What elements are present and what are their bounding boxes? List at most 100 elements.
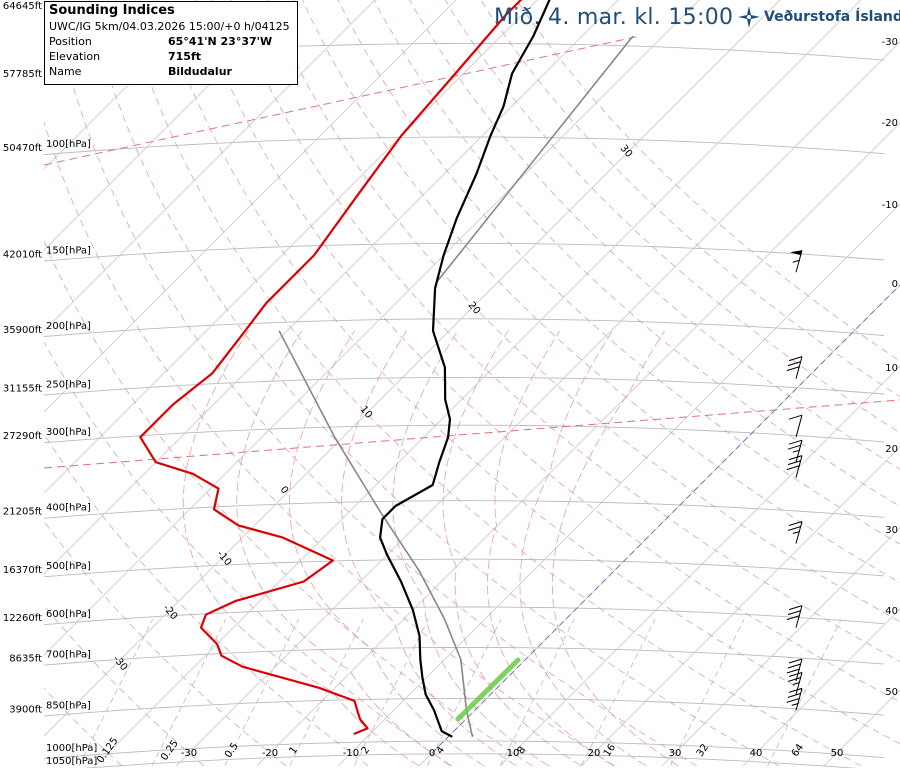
info-subtitle: UWC/IG 5km/04.03.2026 15:00/+0 h/04125 [49,20,290,33]
temperature-tick-bottom: 10 [507,748,520,759]
temperature-tick-bottom: -30 [181,748,197,759]
isotherm-line [44,0,538,494]
wind-barb-half-feather [792,681,800,685]
dry-adiabat-line [159,0,900,745]
isobar-line [44,242,885,262]
isobar-line [44,697,885,717]
isotherm-line [175,41,900,767]
mixing-ratio-line [499,618,575,766]
mixing-ratio-label: 64 [790,742,806,759]
dry-adiabat-line [480,0,900,398]
temperature-tick-right: 10 [885,363,898,374]
wind-barb-feather [788,658,803,664]
isotherm-line [742,608,900,767]
temperature-profile [379,0,551,738]
dry-adiabat-line [266,0,900,623]
dry-adiabat-line [44,120,615,767]
pressure-label: 250[hPa] [46,379,91,390]
temperature-tick-bottom: 0 [429,748,435,759]
isotherm-line [499,365,900,767]
isotherm-line [661,527,900,767]
isotherm-line [44,0,376,332]
forecast-time-headline: Mið. 4. mar. kl. 15:00 [494,5,734,30]
wind-barb [786,356,803,379]
info-label: Name [49,65,82,78]
dry-adiabat-label: 0 [278,484,291,496]
dry-adiabat-label: 20 [466,300,483,317]
dry-adiabat-line [44,433,369,767]
pressure-label: 100[hPa] [46,139,91,150]
dry-adiabat-label: -20 [160,603,179,623]
mixing-ratio-label: 1 [288,745,301,757]
parcel-curve [278,330,474,737]
isotherm-line [823,689,900,767]
dry-adiabat-line [302,0,900,584]
wind-barb [788,414,803,438]
temperature-tick-right: -20 [882,118,898,129]
wind-barb [786,687,803,711]
wind-barb-staff [795,672,803,695]
temperature-tick-right: 30 [885,525,898,536]
wind-barb-feather [788,414,803,420]
mixing-ratio-line [580,618,656,766]
mixing-ratio-label: 16 [602,742,618,759]
parcel-curve-upper [435,35,634,284]
pressure-label: 300[hPa] [46,427,91,438]
temperature-tick-right: 40 [885,606,898,617]
temperature-tick-bottom: 30 [669,748,682,759]
pressure-label: 600[hPa] [46,609,91,620]
isotherm-line [44,0,457,413]
moist-adiabat-line [487,330,614,767]
moist-adiabat-line [341,330,517,767]
dry-adiabat-line [231,0,900,663]
info-row-position: Position 65°41'N 23°37'W [49,34,293,49]
temperature-tick-bottom: -10 [343,748,359,759]
height-label: 57785ft [3,69,42,80]
isobar-line [44,318,885,337]
info-title: Sounding Indices [49,3,175,18]
wind-barb-feather [786,615,800,621]
wind-barb-feather [788,521,803,527]
dry-adiabat-line [373,0,900,507]
mixing-ratio-label: 0.5 [223,741,241,760]
temperature-tick-right: -30 [882,37,898,48]
temperature-tick-bottom: 40 [750,748,763,759]
moist-adiabat-line [182,330,420,767]
mixing-ratio-line [151,618,227,766]
wind-barb-staff [795,521,803,544]
wind-barb-feather [787,663,802,669]
wind-barb-feather [788,455,803,461]
isobar-line [81,753,859,768]
wind-barb-feather [788,687,803,693]
moist-adiabat-line [289,330,485,767]
isobar-line [44,424,885,444]
moist-adiabat-line [552,330,679,767]
dry-adiabat-line [516,0,900,362]
mixing-ratio-line [669,618,745,766]
wind-barb-flag [790,250,802,256]
isobar-line [44,376,885,396]
wind-barb-feather [788,605,803,611]
wind-barb-half-feather [792,449,800,453]
height-label: 64645ft [3,1,42,12]
dry-adiabat-line [44,341,451,767]
dewpoint-profile [139,0,523,736]
isobar-line [44,558,885,578]
temperature-tick-bottom: 20 [588,748,601,759]
isotherm-line [256,122,900,767]
zero-isotherm-line [431,284,900,754]
height-label: 16370ft [3,565,42,576]
wind-barb-half-feather [792,259,800,263]
wind-barb-feather [788,439,803,445]
vedurstofa-star-icon [738,6,760,28]
pressure-label: 850[hPa] [46,700,91,711]
wind-barb-feather [787,444,802,450]
wind-barb-staff [795,455,803,478]
wind-barb [786,455,803,478]
temperature-tick-right: 0 [892,279,898,290]
isotherm-line [44,0,781,737]
mixing-ratio-label: 4 [435,745,448,757]
height-label: 50470ft [3,143,42,154]
wind-barb-feather [787,610,802,616]
